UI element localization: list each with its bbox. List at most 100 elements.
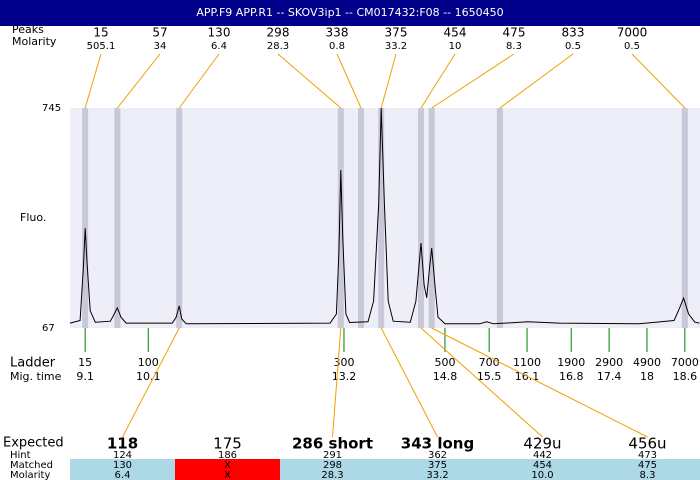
matched: 454 [533,460,552,471]
peak-size: 15 [93,26,108,40]
molarity: 33.2 [426,470,448,480]
ladder-label: Ladder [10,356,56,371]
ladder-size: 300 [333,356,354,369]
peak-molarity: 33.2 [385,41,407,52]
title: APP.F9 APP.R1 -- SKOV3ip1 -- CM017432:F0… [196,6,503,19]
ladder-time: 16.8 [559,370,584,383]
ladder-time: 18 [640,370,654,383]
expected-size: 343 long [401,435,474,453]
ladder-size: 1100 [513,356,541,369]
molarity: 10.0 [531,470,553,480]
peak-band [428,108,435,328]
peak-link [631,53,686,109]
molarity: 8.3 [640,470,656,480]
peak-link [380,53,397,109]
ladder-size: 4900 [633,356,661,369]
ladder-time: 17.4 [597,370,622,383]
peak-molarity: 10 [449,41,462,52]
match-link [332,327,342,438]
row-label: Matched [10,460,53,471]
peak-band [496,108,503,328]
ladder-time: 10.1 [136,370,161,383]
y-tick-label: 745 [42,103,61,114]
peak-molarity: 6.4 [211,41,227,52]
y-axis-label: Fluo. [20,211,46,224]
molarity: X [224,470,231,480]
expected-size: 175 [213,435,242,453]
peak-size: 475 [503,26,526,40]
match-cell [490,459,595,480]
expected-size: 429u [523,435,561,453]
ladder-size: 15 [78,356,92,369]
y-tick-label: 67 [42,323,55,334]
ladder-time: 15.5 [477,370,502,383]
ladder-size: 7000 [671,356,699,369]
expected-size: 118 [107,435,138,453]
peak-size: 454 [444,26,467,40]
molarity-label: Molarity [12,35,57,48]
hint: 473 [638,450,657,461]
peak-molarity: 505.1 [87,41,116,52]
ladder-size: 700 [479,356,500,369]
molarity: 6.4 [115,470,131,480]
row-label: Hint [10,450,31,461]
peak-band [82,108,89,328]
match-link [431,327,648,438]
match-cell [70,459,175,480]
ladder-time: 9.1 [76,370,94,383]
matched: 375 [428,460,447,471]
molarity: 28.3 [321,470,343,480]
peak-link [178,53,220,109]
peak-link [431,53,515,109]
match-link [420,327,543,438]
peak-band [358,108,365,328]
peak-link [277,53,342,109]
peak-molarity: 0.5 [624,41,640,52]
match-cell [175,459,280,480]
mig-time-label: Mig. time [10,370,62,383]
hint: 186 [218,450,237,461]
peak-size: 375 [385,26,408,40]
ladder-size: 2900 [595,356,623,369]
peak-molarity: 8.3 [506,41,522,52]
matched: X [224,460,231,471]
matched: 130 [113,460,132,471]
peak-link [336,53,362,109]
expected-size: 286 short [292,435,373,453]
row-label: Expected [3,436,64,451]
peak-molarity: 34 [154,41,167,52]
match-cell [595,459,700,480]
trace [69,107,700,325]
peak-link [84,53,102,109]
ladder-size: 100 [138,356,159,369]
peak-band [337,108,344,328]
peak-link [499,53,574,109]
peak-molarity: 0.5 [565,41,581,52]
peaks-label: Peaks [12,23,44,36]
peak-band [176,108,183,328]
ladder-size: 1900 [557,356,585,369]
ladder-time: 18.6 [673,370,698,383]
peak-size: 130 [208,26,231,40]
peak-link [116,53,161,109]
peak-molarity: 0.8 [329,41,345,52]
ladder-time: 13.2 [332,370,357,383]
hint: 362 [428,450,447,461]
matched: 475 [638,460,657,471]
match-cell [385,459,490,480]
match-link [380,327,438,438]
matched: 298 [323,460,342,471]
peak-link [420,53,456,109]
peak-band [417,108,424,328]
hint: 291 [323,450,342,461]
expected-size: 456u [628,435,666,453]
title-bar [0,0,700,26]
match-cell [280,459,385,480]
peak-band [114,108,121,328]
peak-size: 338 [326,26,349,40]
peak-size: 57 [152,26,167,40]
hint: 124 [113,450,132,461]
hint: 442 [533,450,552,461]
peak-band [681,108,688,328]
